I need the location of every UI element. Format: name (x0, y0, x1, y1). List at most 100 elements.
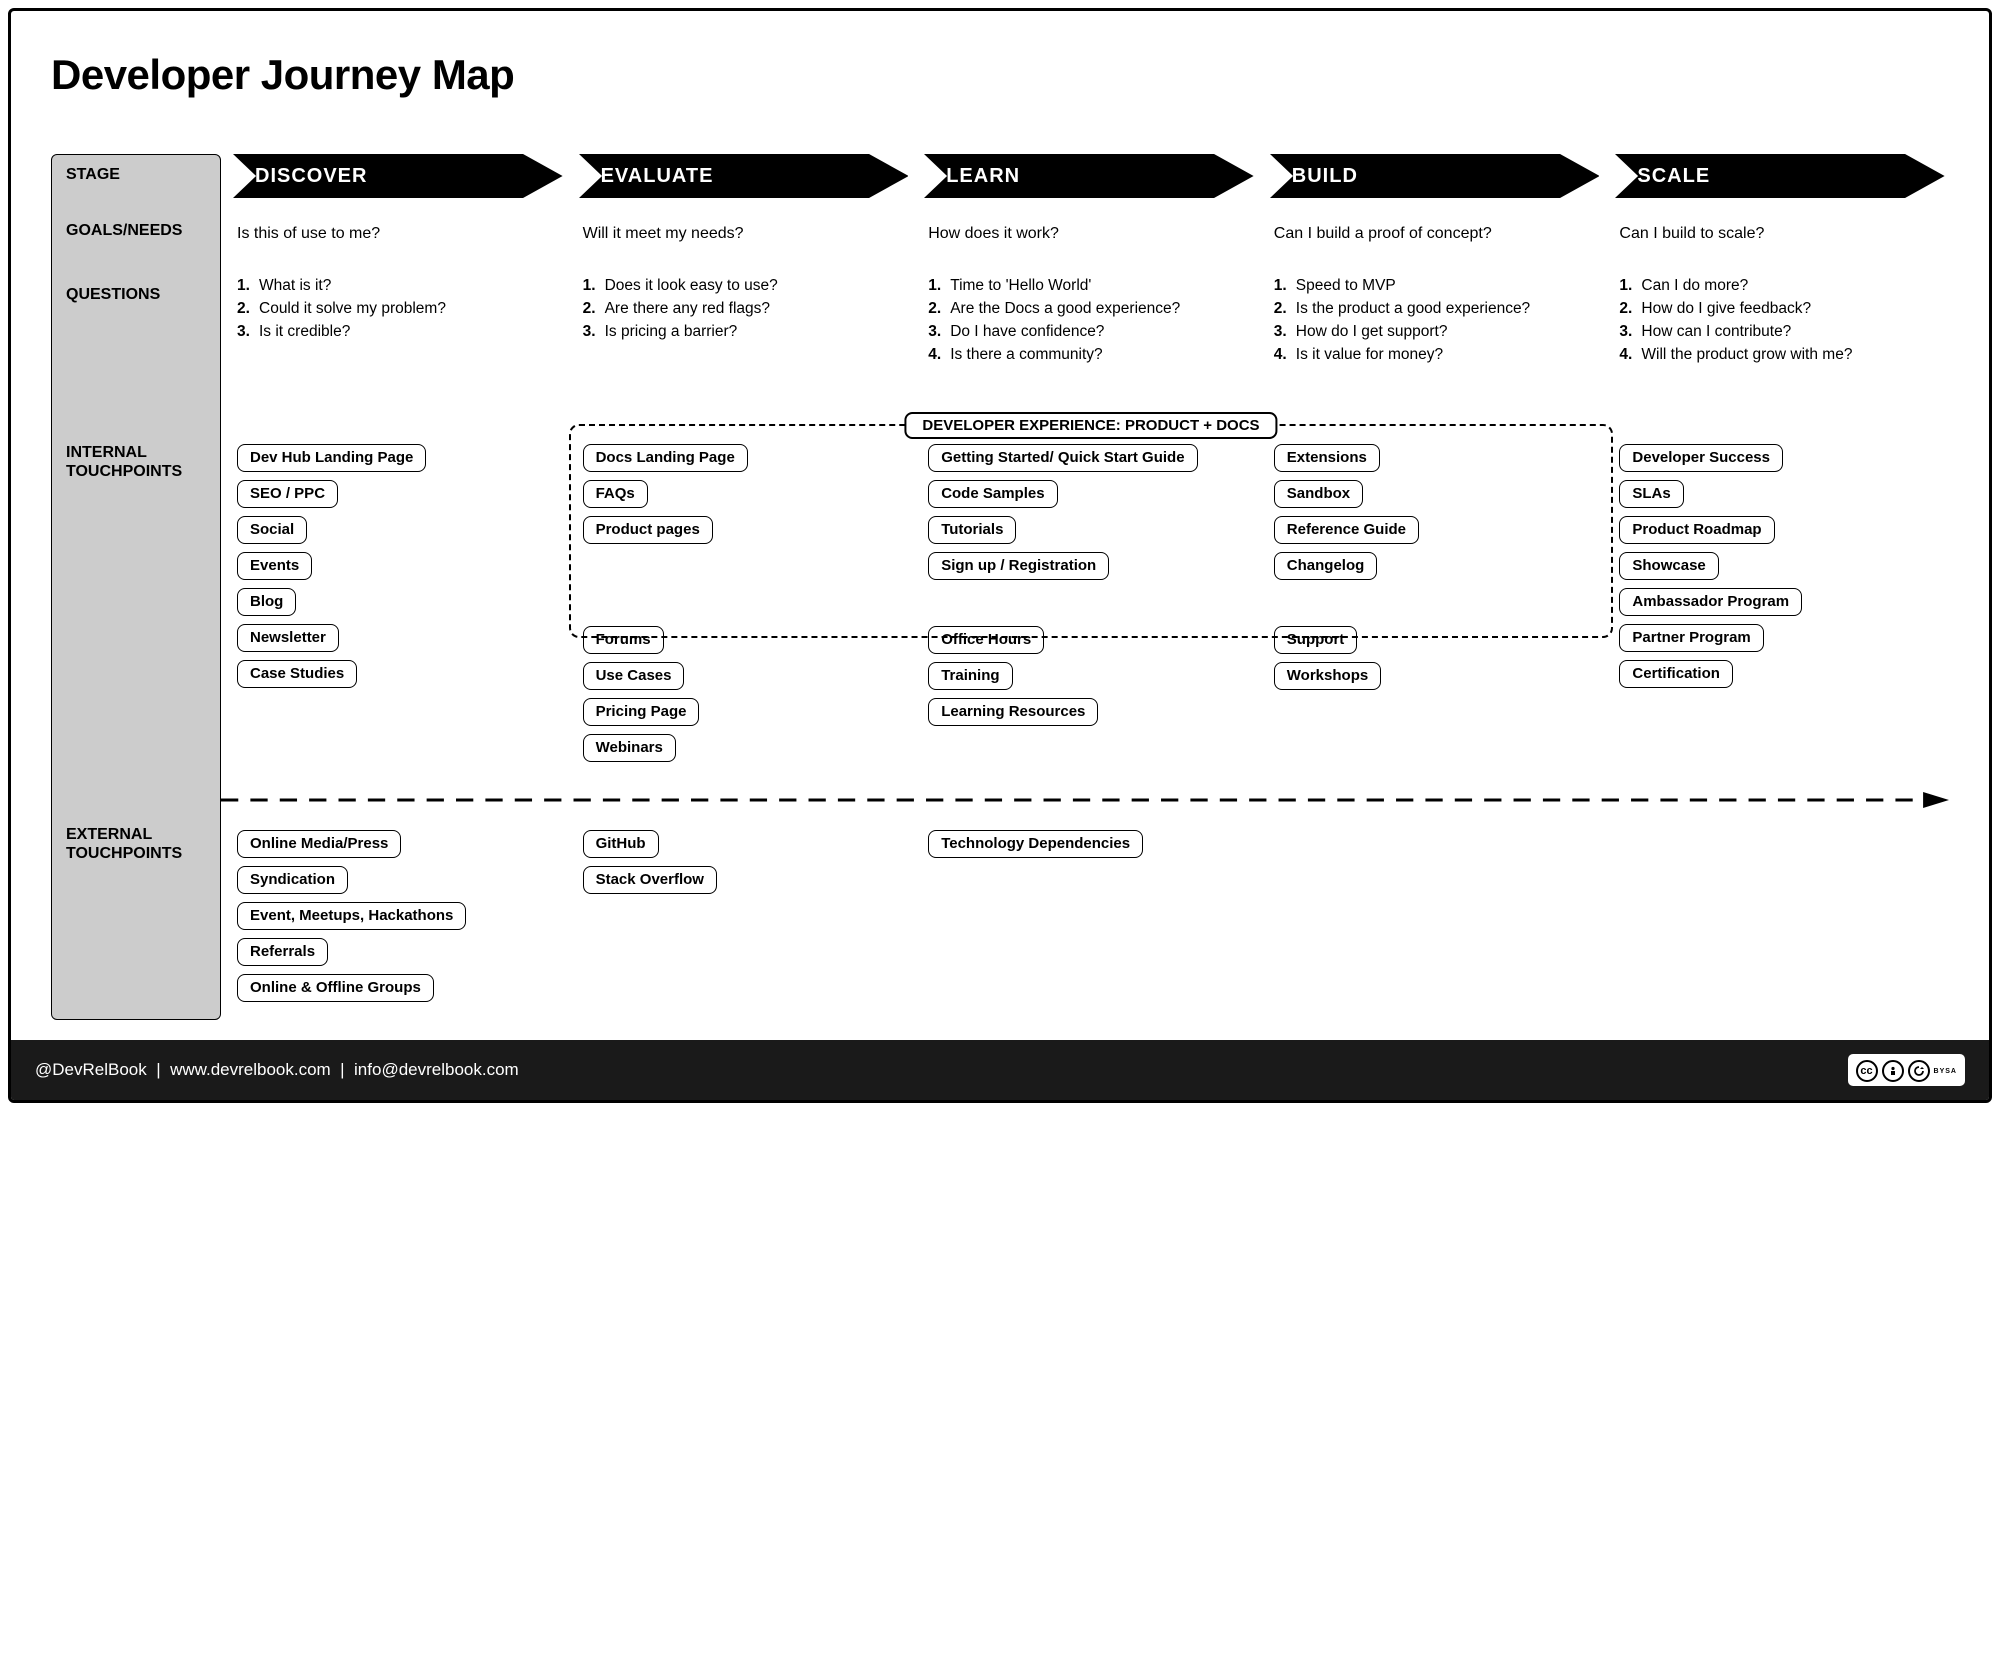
question-item: Is it credible? (237, 322, 555, 342)
stage-header: EVALUATE (567, 154, 913, 210)
question-item: Can I do more? (1619, 276, 1937, 296)
touchpoint-pill: Syndication (237, 866, 348, 894)
questions-list: What is it?Could it solve my problem?Is … (221, 270, 567, 420)
external-touchpoints-column (1258, 820, 1604, 1020)
footer-handle: @DevRelBook (35, 1060, 147, 1079)
goal-text: Will it meet my needs? (567, 210, 913, 270)
touchpoint-pill: Office Hours (928, 626, 1044, 654)
touchpoint-pill: Case Studies (237, 660, 357, 688)
touchpoint-pill: Referrals (237, 938, 328, 966)
external-touchpoints-column: GitHub Stack Overflow (567, 820, 913, 1020)
question-item: Are there any red flags? (583, 299, 901, 319)
footer-credits: @DevRelBook | www.devrelbook.com | info@… (35, 1060, 519, 1080)
row-label-column: STAGE GOALS/NEEDS QUESTIONS INTERNAL TOU… (51, 154, 221, 1020)
touchpoint-pill: Event, Meetups, Hackathons (237, 902, 466, 930)
footer-email: info@devrelbook.com (354, 1060, 519, 1079)
question-item: Speed to MVP (1274, 276, 1592, 296)
touchpoint-pill: Showcase (1619, 552, 1718, 580)
question-item: Is pricing a barrier? (583, 322, 901, 342)
touchpoint-pill: Sign up / Registration (928, 552, 1109, 580)
stage-name: EVALUATE (579, 165, 714, 188)
journey-map-frame: Developer Journey Map STAGE GOALS/NEEDS … (8, 8, 1992, 1103)
internal-touchpoints-column: Developer SuccessSLAsProduct RoadmapShow… (1603, 420, 1949, 780)
touchpoint-pill: Reference Guide (1274, 516, 1419, 544)
touchpoint-pill: SEO / PPC (237, 480, 338, 508)
touchpoint-pill: Certification (1619, 660, 1733, 688)
stage-arrow: LEARN (924, 154, 1254, 198)
touchpoint-pill: Use Cases (583, 662, 685, 690)
touchpoint-pill: Events (237, 552, 312, 580)
external-touchpoints-column: Online Media/Press Syndication Event, Meet… (221, 820, 567, 1020)
touchpoint-pill: Code Samples (928, 480, 1057, 508)
timeline-arrow (221, 786, 1949, 814)
stage-arrow: EVALUATE (579, 154, 909, 198)
touchpoint-pill: FAQs (583, 480, 648, 508)
touchpoint-pill: Product pages (583, 516, 713, 544)
row-label-goals: GOALS/NEEDS (52, 221, 220, 240)
cc-sa-text: SA (1945, 1068, 1957, 1075)
content-area: Developer Journey Map STAGE GOALS/NEEDS … (11, 11, 1989, 1040)
question-item: How do I give feedback? (1619, 299, 1937, 319)
row-label-questions: QUESTIONS (52, 285, 220, 304)
internal-touchpoints-column: Getting Started/ Quick Start Guide Code S… (912, 420, 1258, 780)
touchpoint-pill: Forums (583, 626, 664, 654)
question-item: Could it solve my problem? (237, 299, 555, 319)
touchpoint-pill: Partner Program (1619, 624, 1763, 652)
stage-name: LEARN (924, 165, 1020, 188)
question-item: How do I get support? (1274, 322, 1592, 342)
touchpoint-pill: Changelog (1274, 552, 1378, 580)
journey-grid: STAGE GOALS/NEEDS QUESTIONS INTERNAL TOU… (51, 154, 1949, 1020)
question-item: Are the Docs a good experience? (928, 299, 1246, 319)
question-item: Is the product a good experience? (1274, 299, 1592, 319)
internal-touchpoints-column: Extensions Sandbox Reference Guide Changelo… (1258, 420, 1604, 780)
goal-text: Can I build a proof of concept? (1258, 210, 1604, 270)
cc-by-icon (1882, 1060, 1904, 1082)
stage-header: LEARN (912, 154, 1258, 210)
questions-list: Time to 'Hello World' Are the Docs a good… (912, 270, 1258, 420)
questions-list: Does it look easy to use? Are there any r… (567, 270, 913, 420)
touchpoint-pill: Getting Started/ Quick Start Guide (928, 444, 1197, 472)
row-label-stage: STAGE (52, 165, 220, 184)
touchpoint-pill: Online & Offline Groups (237, 974, 434, 1002)
touchpoint-pill: Blog (237, 588, 296, 616)
questions-list: Can I do more? How do I give feedback? How… (1603, 270, 1949, 420)
internal-touchpoints-column: Docs Landing Page FAQs Product pages Forums… (567, 420, 913, 780)
touchpoint-pill: Stack Overflow (583, 866, 717, 894)
question-item: Does it look easy to use? (583, 276, 901, 296)
footer-url: www.devrelbook.com (170, 1060, 331, 1079)
touchpoint-pill: Workshops (1274, 662, 1381, 690)
touchpoint-pill: Social (237, 516, 307, 544)
footer-bar: @DevRelBook | www.devrelbook.com | info@… (11, 1040, 1989, 1100)
touchpoint-pill: Sandbox (1274, 480, 1363, 508)
questions-list: Speed to MVP Is the product a good experi… (1258, 270, 1604, 420)
touchpoint-pill: Docs Landing Page (583, 444, 748, 472)
stage-header: SCALE (1603, 154, 1949, 210)
goal-text: Is this of use to me? (221, 210, 567, 270)
stage-arrow: SCALE (1615, 154, 1945, 198)
cc-license-badge: cc BY SA (1848, 1054, 1965, 1086)
question-item: Do I have confidence? (928, 322, 1246, 342)
question-item: Is there a community? (928, 345, 1246, 365)
touchpoint-pill: Support (1274, 626, 1358, 654)
external-touchpoints-column (1603, 820, 1949, 1020)
question-item: Is it value for money? (1274, 345, 1592, 365)
touchpoint-pill: Pricing Page (583, 698, 700, 726)
question-item: Time to 'Hello World' (928, 276, 1246, 296)
cc-sa-icon (1908, 1060, 1930, 1082)
touchpoint-pill: Dev Hub Landing Page (237, 444, 426, 472)
stage-arrow: DISCOVER (233, 154, 563, 198)
touchpoint-pill: Product Roadmap (1619, 516, 1774, 544)
stage-name: BUILD (1270, 165, 1358, 188)
question-item: Will the product grow with me? (1619, 345, 1937, 365)
touchpoint-pill: SLAs (1619, 480, 1683, 508)
internal-touchpoints-column: Dev Hub Landing Page SEO / PPC Social Event… (221, 420, 567, 780)
touchpoint-pill: Online Media/Press (237, 830, 401, 858)
stage-name: DISCOVER (233, 165, 367, 188)
stage-header: BUILD (1258, 154, 1604, 210)
question-item: How can I contribute? (1619, 322, 1937, 342)
touchpoint-pill: GitHub (583, 830, 659, 858)
row-label-internal: INTERNAL TOUCHPOINTS (52, 443, 220, 481)
touchpoint-pill: Extensions (1274, 444, 1380, 472)
touchpoint-pill: Webinars (583, 734, 676, 762)
external-touchpoints-column: Technology Dependencies (912, 820, 1258, 1020)
